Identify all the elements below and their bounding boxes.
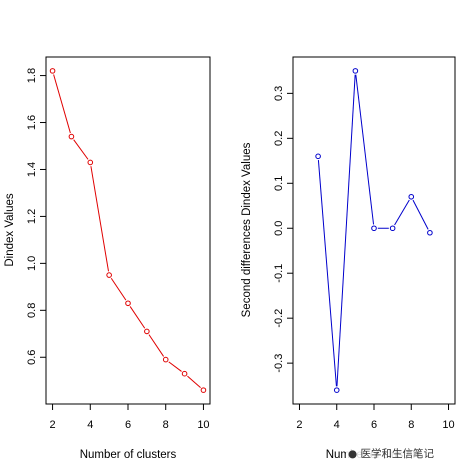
x-tick-label: 8	[408, 419, 414, 431]
data-point	[125, 300, 131, 307]
x-tick-label: 8	[163, 419, 169, 431]
series-line-segment	[148, 334, 165, 357]
data-point	[427, 229, 433, 236]
watermark-text: 医学和生信笔记	[360, 448, 435, 460]
data-point	[181, 370, 188, 377]
left-chart-panel: 2 4 6 8 10 0.6 0.8 1.0 1.2 1.4 1.6 1.8 Number of clu…	[4, 56, 211, 461]
y-tick-label: 0.2	[273, 131, 285, 146]
y-tick-label: 1.2	[26, 209, 38, 224]
data-point	[408, 193, 415, 200]
y-tick-label: 0.8	[26, 303, 38, 318]
y-axis-label: Dindex Values	[4, 193, 16, 267]
watermark: ● 医学和生信笔记	[346, 446, 436, 461]
x-tick-label: 2	[296, 419, 302, 431]
series-line-segment	[129, 306, 146, 329]
data-point	[200, 387, 207, 393]
data-point	[87, 159, 94, 166]
series-line-segment	[168, 361, 182, 372]
data-point	[106, 272, 112, 278]
series-line-segment	[187, 375, 201, 389]
x-tick-label: 4	[334, 419, 340, 431]
y-tick-label: 1.6	[26, 115, 38, 130]
x-tick-label: 10	[442, 419, 454, 431]
x-tick-label: 6	[125, 419, 131, 431]
series-line-segment	[53, 74, 71, 134]
wechat-icon: ●	[348, 448, 361, 460]
y-tick-label: 1.8	[26, 68, 38, 83]
data-point	[315, 153, 321, 160]
series-line-segment	[317, 160, 337, 387]
y-tick-label: 0.0	[273, 221, 285, 236]
y-tick-label: -0.1	[273, 264, 285, 283]
x-tick-label: 2	[49, 419, 55, 431]
x-tick-label: 4	[87, 419, 93, 431]
series-line-segment	[355, 74, 375, 225]
series-line-segment	[336, 74, 356, 387]
y-tick-label: 0.1	[273, 176, 285, 191]
x-axis-label: Number of clusters	[80, 449, 177, 461]
data-point	[389, 225, 396, 232]
data-point	[352, 68, 359, 74]
y-tick-label: 0.3	[273, 86, 285, 101]
series-line-segment	[110, 277, 127, 301]
y-axis-label: Second differences Dindex Values	[241, 142, 253, 317]
data-point	[371, 225, 377, 232]
y-tick-label: 1.4	[26, 162, 38, 177]
series-line-segment	[90, 166, 110, 272]
y-tick-label: 0.6	[26, 350, 38, 365]
y-tick-label: -0.2	[273, 309, 285, 328]
series-line-segment	[73, 139, 89, 160]
series-line-segment	[394, 199, 410, 226]
data-point	[68, 133, 75, 140]
data-point	[49, 68, 56, 74]
data-point	[333, 387, 340, 393]
x-tick-label: 10	[197, 419, 209, 431]
series-line-segment	[412, 199, 429, 230]
data-point	[144, 328, 150, 335]
y-tick-label: 1.0	[26, 256, 38, 271]
plot-frame	[45, 56, 211, 405]
x-tick-label: 6	[371, 419, 377, 431]
data-point	[162, 356, 169, 363]
y-tick-label: -0.3	[273, 354, 285, 373]
